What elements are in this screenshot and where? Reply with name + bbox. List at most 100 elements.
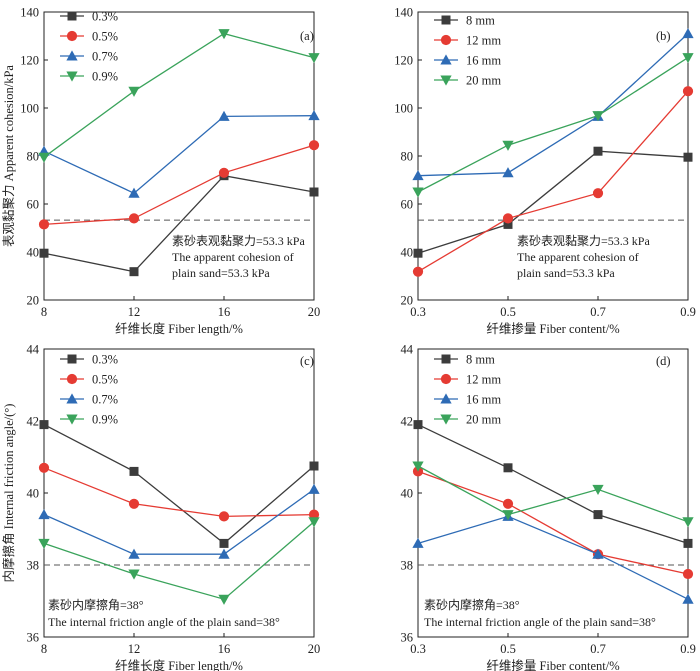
data-point [502, 510, 514, 521]
legend-marker [440, 414, 452, 425]
data-point [683, 152, 693, 162]
x-tick-label: 12 [128, 305, 141, 319]
data-point [309, 461, 319, 471]
y-tick-label: 40 [401, 246, 414, 260]
series-line-4 [417, 465, 689, 523]
data-point [412, 187, 424, 198]
data-point [413, 248, 423, 258]
data-point [309, 187, 319, 197]
data-point [502, 167, 514, 178]
x-tick-label: 0.3 [410, 305, 426, 319]
data-point [502, 213, 514, 224]
y-tick-label: 44 [27, 343, 40, 357]
y-tick-label: 42 [27, 415, 40, 429]
legend-label: 0.9% [92, 70, 118, 84]
data-point [682, 86, 694, 97]
series-line-1 [43, 174, 315, 273]
data-point [682, 53, 694, 64]
y-tick-label: 100 [394, 102, 413, 116]
series-line-3 [43, 115, 315, 194]
x-tick-label: 8 [41, 642, 47, 656]
legend-label: 0.5% [92, 373, 118, 387]
data-point [682, 517, 694, 528]
series-line-3 [43, 488, 315, 555]
legend-marker [440, 34, 452, 46]
y-tick-label: 60 [401, 198, 414, 212]
x-tick-label: 0.9 [680, 305, 696, 319]
data-point [682, 593, 694, 604]
x-tick-label: 16 [218, 305, 231, 319]
legend-marker [66, 71, 78, 82]
series-line-4 [43, 32, 315, 158]
series-line-2 [43, 467, 315, 518]
legend-marker [66, 50, 78, 61]
x-tick-label: 0.5 [500, 642, 516, 656]
legend-label: 12 mm [466, 373, 501, 387]
x-axis-title: 纤维长度 Fiber length/% [115, 658, 243, 671]
reference-label-en-2: plain sand=53.3 kPa [517, 266, 615, 280]
x-tick-label: 16 [218, 642, 231, 656]
reference-label-en: The internal friction angle of the plain… [424, 615, 656, 629]
plot-frame [43, 348, 315, 638]
x-tick-label: 20 [308, 305, 321, 319]
reference-label-cn: 素砂表观黏聚力=53.3 kPa [517, 234, 650, 248]
y-tick-label: 38 [401, 559, 414, 573]
data-point [412, 461, 424, 472]
legend-marker [66, 414, 78, 425]
data-point [129, 466, 139, 476]
data-point [593, 510, 603, 520]
data-point [308, 140, 320, 151]
data-point [128, 213, 140, 224]
legend-marker [67, 11, 77, 21]
data-point [503, 463, 513, 473]
x-tick-label: 8 [41, 305, 47, 319]
legend-label: 0.9% [92, 413, 118, 427]
series-line-1 [43, 424, 315, 545]
series-line-1 [417, 424, 689, 545]
data-point [308, 53, 320, 64]
data-point [412, 266, 424, 277]
y-tick-label: 36 [27, 631, 40, 645]
series-line-3 [417, 33, 689, 177]
y-tick-label: 40 [27, 487, 40, 501]
y-tick-label: 60 [27, 198, 40, 212]
data-point [218, 594, 230, 605]
y-tick-label: 40 [27, 246, 40, 260]
series-line-2 [417, 470, 689, 575]
y-tick-label: 40 [401, 487, 414, 501]
data-point [128, 569, 140, 580]
legend-marker [440, 54, 452, 65]
x-axis-title: 纤维掺量 Fiber content/% [486, 658, 619, 671]
series-line-2 [43, 144, 315, 226]
legend-label: 0.7% [92, 393, 118, 407]
data-point [308, 483, 320, 494]
data-point [593, 146, 603, 156]
legend-label: 8 mm [466, 353, 495, 367]
legend-label: 0.3% [92, 353, 118, 367]
legend-label: 8 mm [466, 14, 495, 28]
series-line-1 [417, 150, 689, 254]
data-point [218, 548, 230, 559]
reference-label-en-2: plain sand=53.3 kPa [172, 266, 270, 280]
data-point [413, 420, 423, 430]
legend-marker [440, 75, 452, 86]
x-axis-title: 纤维掺量 Fiber content/% [486, 321, 619, 336]
data-point [218, 167, 230, 178]
data-point [502, 498, 514, 509]
y-tick-label: 42 [401, 415, 414, 429]
data-point [128, 548, 140, 559]
series-line-3 [417, 515, 689, 600]
legend-label: 0.7% [92, 50, 118, 64]
chart-panel-4: 36 38 40 42 44 0.3 0.5 0.7 0.9 纤维掺量 Fiber content… [401, 343, 696, 671]
reference-label-cn: 素砂内摩擦角=38° [48, 597, 144, 612]
x-tick-label: 0.3 [410, 642, 426, 656]
y-tick-label: 38 [27, 559, 40, 573]
y-tick-label: 20 [27, 294, 40, 308]
data-point [39, 248, 49, 258]
data-point [592, 188, 604, 199]
data-point [308, 110, 320, 121]
data-point [412, 537, 424, 548]
y-tick-label: 140 [20, 6, 39, 20]
chart-panel-2: 20 40 60 80 100 120 140 0.3 0.5 0.7 0.9 纤维掺量 Fiber … [394, 6, 696, 337]
data-point [503, 219, 513, 229]
